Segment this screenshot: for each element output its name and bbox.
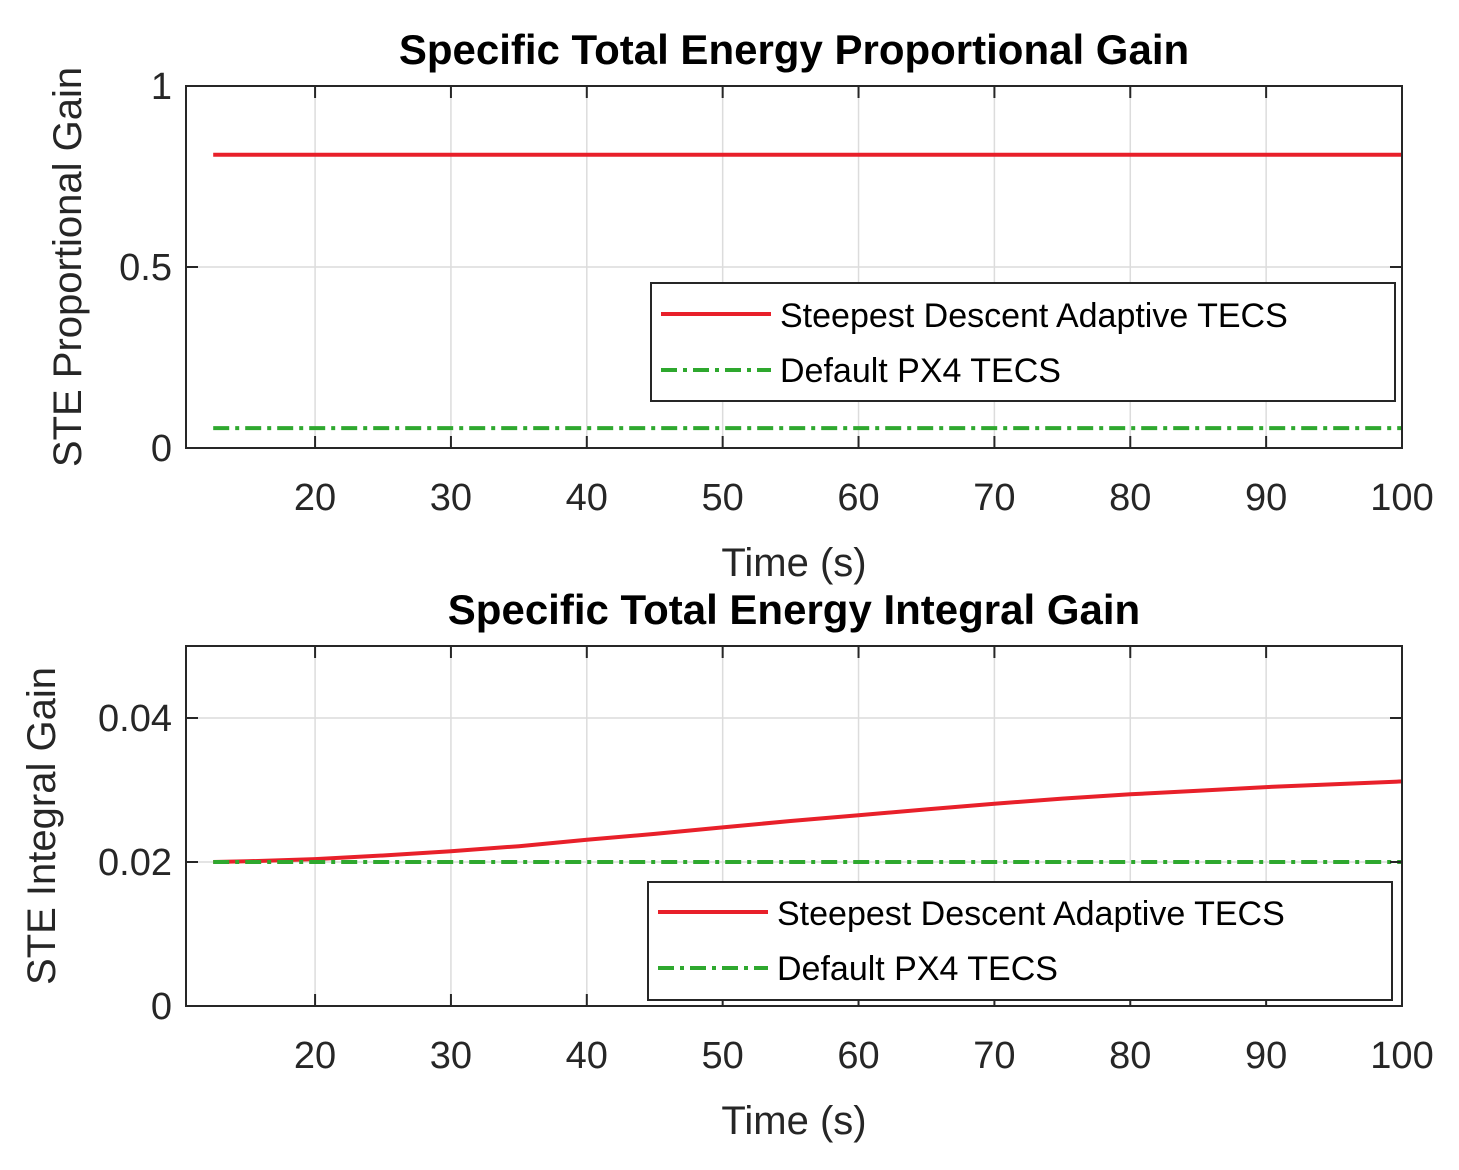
y-tick-label: 0: [151, 428, 172, 470]
series-group: [213, 152, 1402, 431]
axis-ticks: [186, 85, 1403, 449]
x-tick-label: 20: [294, 1035, 336, 1077]
chart-title: Specific Total Energy Integral Gain: [448, 586, 1140, 633]
legend-box: [650, 282, 1396, 402]
series-line-adaptive: [213, 779, 1403, 864]
x-tick-label: 70: [973, 1035, 1015, 1077]
legend-label-adaptive: Steepest Descent Adaptive TECS: [777, 895, 1285, 933]
chart-title: Specific Total Energy Proportional Gain: [399, 26, 1189, 73]
x-tick-label: 20: [294, 477, 336, 519]
x-tick-label: 90: [1245, 1035, 1287, 1077]
x-tick-label: 50: [702, 477, 744, 519]
y-tick-label: 0.02: [98, 842, 172, 884]
x-tick-label: 70: [973, 477, 1015, 519]
series-group: [213, 779, 1403, 864]
plot-frame: [185, 645, 1403, 1007]
y-tick-label: 0.5: [119, 247, 172, 289]
legend: Steepest Descent Adaptive TECS Default P…: [647, 881, 1393, 1001]
x-tick-labels: 20 30 40 50 60 70 80 90 100: [294, 477, 1434, 519]
legend-label-default: Default PX4 TECS: [777, 950, 1058, 988]
x-tick-label: 60: [837, 477, 879, 519]
x-tick-label: 30: [430, 1035, 472, 1077]
x-tick-labels: 20 30 40 50 60 70 80 90 100: [294, 1035, 1434, 1077]
x-axis-label: Time (s): [721, 1099, 866, 1143]
y-tick-label: 1: [151, 66, 172, 108]
y-tick-labels: 0 0.02 0.04: [98, 698, 172, 1028]
y-tick-labels: 00.51: [119, 66, 172, 470]
y-tick-label: 0: [151, 986, 172, 1028]
x-tick-label: 30: [430, 477, 472, 519]
y-tick-label: 0.04: [98, 698, 172, 740]
legend-box: [647, 881, 1393, 1001]
x-tick-label: 100: [1370, 1035, 1433, 1077]
y-axis-label: STE Proportional Gain: [46, 67, 90, 467]
legend-label-adaptive: Steepest Descent Adaptive TECS: [780, 297, 1288, 335]
x-tick-label: 40: [566, 1035, 608, 1077]
legend-label-default: Default PX4 TECS: [780, 352, 1061, 390]
legend: Steepest Descent Adaptive TECS Default P…: [650, 282, 1396, 402]
x-tick-label: 100: [1370, 477, 1433, 519]
chart-panel-integral: Specific Total Energy Integral Gain 20 30…: [20, 586, 1434, 1143]
axis-ticks: [186, 646, 1403, 1007]
y-axis-label: STE Integral Gain: [20, 667, 64, 985]
chart-panel-proportional: Specific Total Energy Proportional Gain …: [46, 26, 1434, 585]
x-tick-label: 90: [1245, 477, 1287, 519]
x-axis-label: Time (s): [721, 541, 866, 585]
x-tick-label: 60: [837, 1035, 879, 1077]
x-tick-label: 80: [1109, 1035, 1151, 1077]
x-tick-label: 80: [1109, 477, 1151, 519]
x-tick-label: 40: [566, 477, 608, 519]
x-tick-label: 50: [702, 1035, 744, 1077]
